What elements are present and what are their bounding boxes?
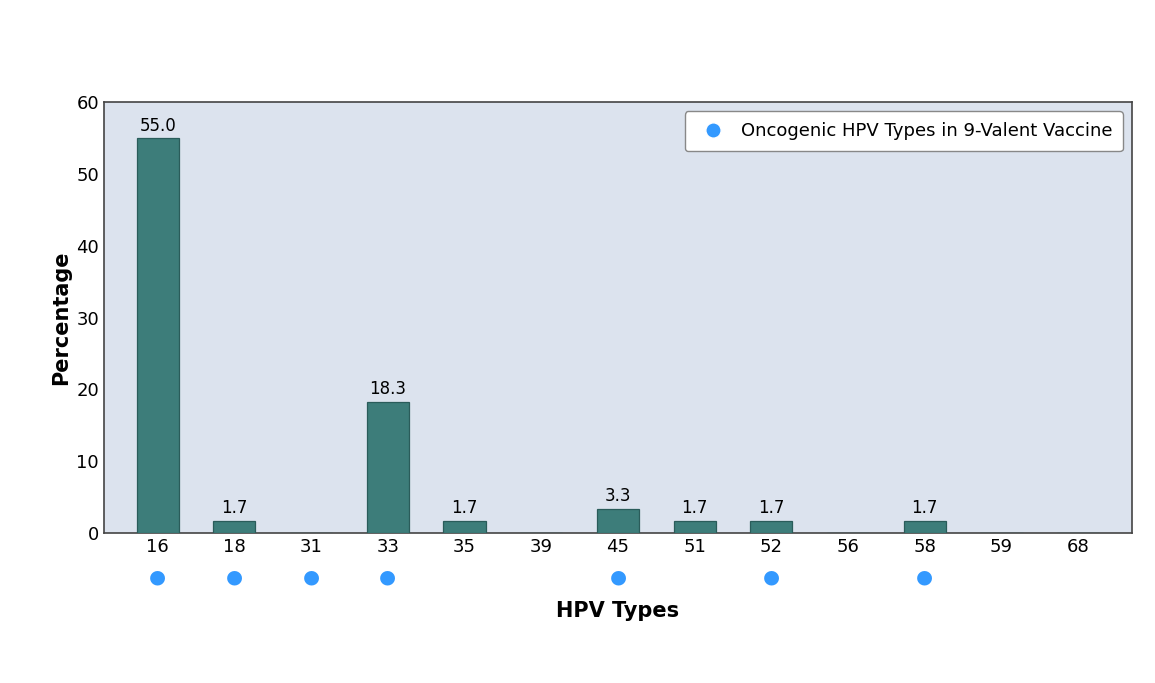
- Text: 1.7: 1.7: [758, 499, 784, 517]
- Bar: [366, 402, 409, 533]
- Bar: [903, 520, 946, 533]
- Text: 55.0: 55.0: [140, 117, 176, 135]
- Text: 1.7: 1.7: [911, 499, 938, 517]
- Bar: [751, 520, 792, 533]
- Bar: [597, 509, 639, 533]
- Text: ●: ●: [916, 568, 933, 587]
- Text: 18.3: 18.3: [370, 380, 407, 398]
- Text: ●: ●: [610, 568, 626, 587]
- Bar: [136, 139, 179, 533]
- Text: Vaginal Cancer and Oncogenic HPV Types: Vaginal Cancer and Oncogenic HPV Types: [15, 34, 725, 64]
- Bar: [214, 520, 255, 533]
- Text: ●: ●: [379, 568, 396, 587]
- Text: ●: ●: [226, 568, 243, 587]
- Text: 3.3: 3.3: [605, 488, 631, 505]
- Text: ●: ●: [303, 568, 320, 587]
- Legend: Oncogenic HPV Types in 9-Valent Vaccine: Oncogenic HPV Types in 9-Valent Vaccine: [685, 111, 1123, 151]
- Text: ●: ●: [149, 568, 166, 587]
- Text: HPV Types: HPV Types: [557, 601, 679, 622]
- Text: ●: ●: [762, 568, 780, 587]
- Y-axis label: Percentage: Percentage: [51, 251, 70, 385]
- Text: 1.7: 1.7: [681, 499, 708, 517]
- Bar: [673, 520, 716, 533]
- Text: 1.7: 1.7: [221, 499, 247, 517]
- Bar: [444, 520, 485, 533]
- Text: 1.7: 1.7: [452, 499, 478, 517]
